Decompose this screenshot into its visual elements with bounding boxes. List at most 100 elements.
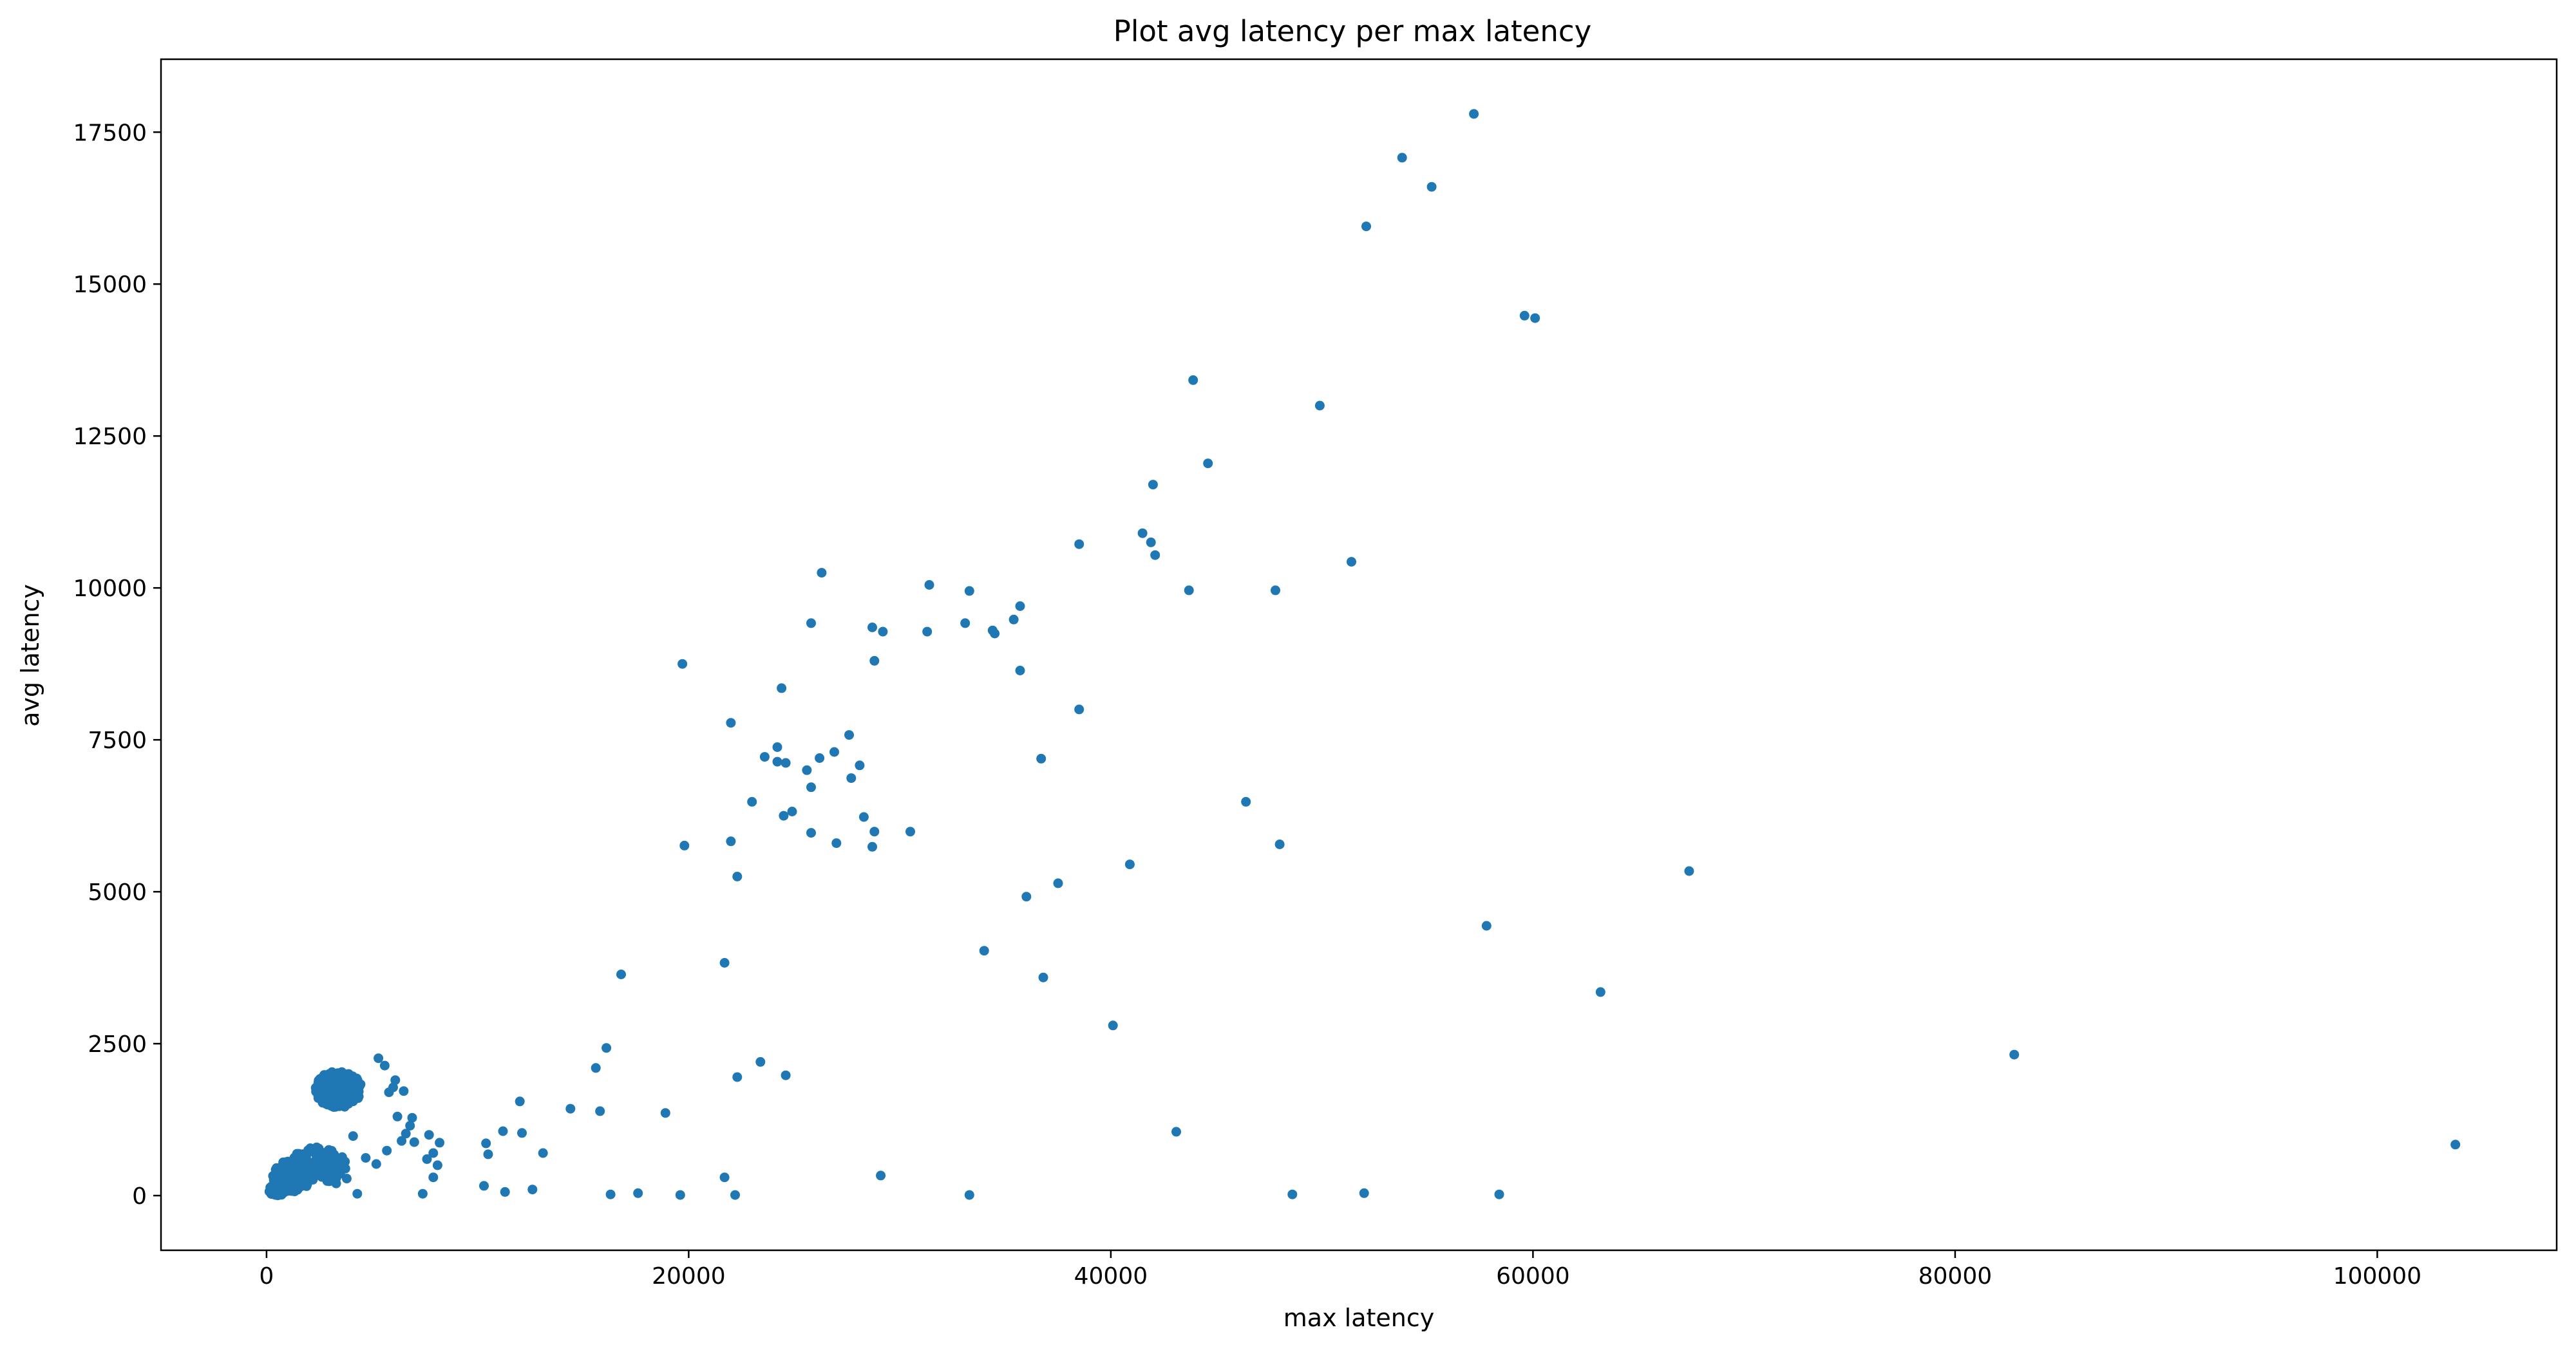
y-tick-label: 2500: [88, 1031, 147, 1058]
y-tick-label: 17500: [73, 120, 147, 146]
data-point: [855, 760, 865, 771]
data-point: [1494, 1189, 1504, 1199]
data-point: [781, 758, 791, 768]
data-point: [1148, 480, 1158, 490]
data-point: [384, 1087, 394, 1098]
data-point: [858, 812, 869, 822]
data-point: [272, 1189, 282, 1199]
data-point: [802, 765, 812, 775]
data-point: [905, 827, 915, 837]
data-point: [407, 1113, 417, 1123]
data-point: [305, 1168, 316, 1178]
data-point: [1203, 458, 1213, 469]
data-point: [990, 628, 1000, 639]
data-point: [337, 1156, 348, 1167]
data-point: [815, 753, 825, 763]
data-point: [867, 623, 877, 632]
data-point: [1481, 921, 1492, 931]
data-point: [319, 1159, 329, 1169]
data-point: [289, 1152, 299, 1163]
data-point: [1021, 892, 1032, 902]
data-point: [432, 1160, 442, 1170]
data-point: [307, 1160, 317, 1169]
chart-title: Plot avg latency per max latency: [1113, 14, 1592, 48]
data-point: [527, 1185, 538, 1195]
data-point: [759, 752, 770, 762]
data-point: [1038, 972, 1048, 982]
data-point: [1519, 310, 1530, 321]
data-point: [806, 618, 816, 628]
data-point: [964, 1190, 974, 1200]
data-point: [1314, 400, 1325, 411]
data-point: [435, 1138, 445, 1148]
data-point: [726, 718, 736, 728]
data-point: [831, 838, 842, 849]
data-point: [401, 1129, 411, 1139]
data-point: [922, 626, 933, 637]
data-point: [730, 1190, 740, 1200]
data-point: [325, 1149, 335, 1159]
data-point: [755, 1056, 766, 1067]
data-point: [515, 1096, 525, 1107]
data-point: [1146, 537, 1156, 547]
data-point: [979, 946, 989, 956]
data-point: [279, 1158, 289, 1168]
data-point: [732, 1072, 743, 1082]
data-point: [424, 1130, 434, 1140]
data-point: [1074, 704, 1084, 715]
data-points: [264, 109, 2461, 1201]
x-tick-label: 60000: [1496, 1263, 1570, 1290]
data-point: [1359, 1188, 1369, 1198]
data-point: [781, 1070, 791, 1080]
data-point: [960, 618, 971, 628]
data-point: [726, 836, 736, 847]
data-point: [732, 872, 743, 881]
data-point: [878, 626, 888, 637]
x-tick-label: 100000: [2333, 1263, 2421, 1290]
data-point: [806, 782, 816, 793]
x-tick-label: 80000: [1918, 1263, 1993, 1290]
data-point: [719, 1172, 730, 1183]
y-tick-label: 12500: [73, 424, 147, 450]
y-tick-label: 15000: [73, 272, 147, 298]
data-point: [481, 1138, 491, 1149]
data-point: [846, 773, 857, 784]
data-point: [314, 1168, 325, 1178]
data-point: [329, 1083, 339, 1093]
data-point: [321, 1076, 332, 1087]
data-point: [2009, 1049, 2020, 1060]
data-point: [867, 841, 877, 852]
data-point: [1074, 539, 1084, 549]
data-point: [279, 1174, 289, 1185]
data-point: [844, 730, 854, 740]
data-point: [829, 747, 839, 757]
data-point: [326, 1101, 336, 1111]
data-point: [1108, 1020, 1118, 1031]
data-point: [677, 659, 688, 669]
data-point: [747, 796, 757, 807]
data-point: [428, 1172, 439, 1183]
data-point: [329, 1072, 339, 1082]
data-point: [1397, 153, 1407, 163]
data-point: [538, 1148, 548, 1158]
data-point: [349, 1087, 359, 1098]
data-point: [294, 1171, 304, 1181]
x-axis-label: max latency: [1283, 1304, 1434, 1332]
data-point: [1124, 859, 1135, 870]
data-point: [334, 1169, 344, 1179]
data-point: [869, 827, 880, 837]
y-tick-label: 0: [132, 1183, 147, 1210]
data-point: [1188, 375, 1198, 385]
data-point: [298, 1160, 308, 1170]
data-point: [337, 1073, 347, 1084]
data-point: [876, 1170, 886, 1181]
data-point: [1271, 585, 1280, 596]
data-point: [1426, 182, 1437, 192]
x-axis: 0 20000 40000 60000 80000 100000: [259, 1250, 2421, 1290]
x-tick-label: 20000: [652, 1263, 726, 1290]
data-point: [660, 1108, 670, 1118]
data-point: [595, 1106, 605, 1116]
y-axis-label: avg latency: [16, 584, 44, 727]
